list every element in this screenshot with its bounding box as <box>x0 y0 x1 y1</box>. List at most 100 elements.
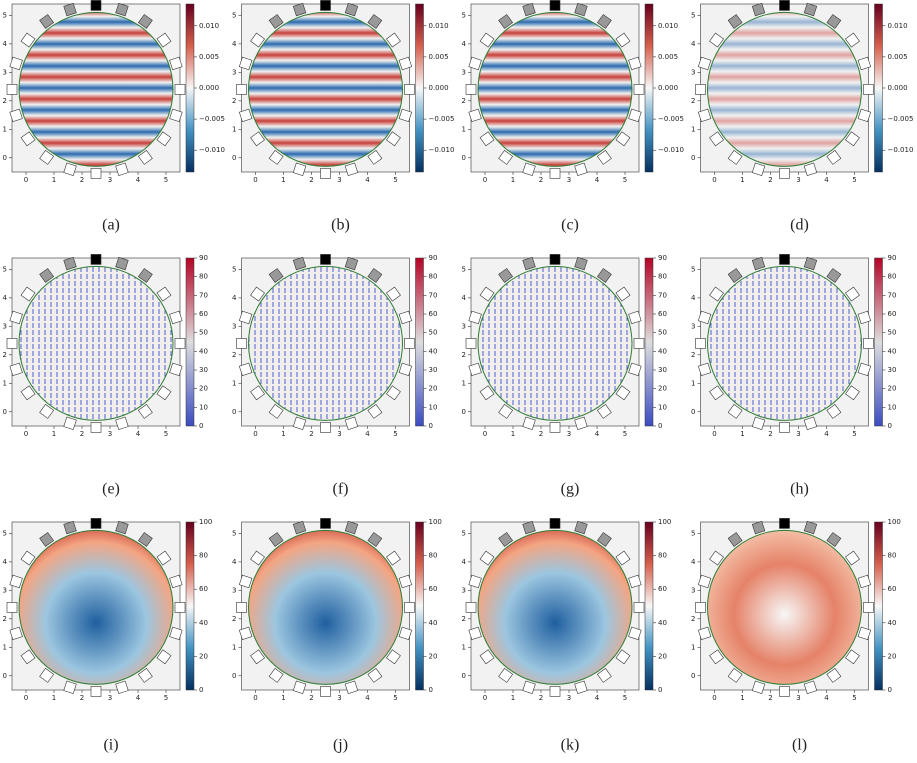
field <box>248 266 403 421</box>
y-tick-label: 1 <box>3 125 7 133</box>
x-tick-label: 0 <box>712 176 716 184</box>
colorbar <box>415 257 424 427</box>
transducer <box>9 626 23 641</box>
colorbar-tick-label: 10 <box>658 403 667 411</box>
x-tick-label: 2 <box>80 430 84 438</box>
transducer <box>751 256 766 271</box>
transducer <box>174 602 186 613</box>
transducer <box>367 149 383 165</box>
colorbar-tick-label: 100 <box>658 518 671 526</box>
transducer <box>633 338 645 349</box>
x-tick-label: 1 <box>52 430 56 438</box>
y-tick-label: 3 <box>3 68 7 76</box>
transducer <box>90 686 102 697</box>
transducer <box>709 385 724 401</box>
colorbar-tick-label: 60 <box>429 585 438 593</box>
transducer <box>628 108 642 123</box>
colorbar-tick-label: 70 <box>888 291 897 299</box>
transducer <box>344 520 359 535</box>
transducer <box>238 626 253 641</box>
caption: (c) <box>561 217 579 234</box>
transducer <box>250 131 265 147</box>
transducer <box>156 649 172 665</box>
y-tick-label: 1 <box>691 125 695 133</box>
colorbar-tick-label: 60 <box>199 585 208 593</box>
caption: (h) <box>790 481 809 498</box>
y-tick-label: 2 <box>462 97 466 105</box>
y-tick-label: 4 <box>232 558 237 566</box>
transducer <box>498 14 514 29</box>
y-tick-label: 1 <box>232 379 236 387</box>
domain-boundary <box>707 529 862 685</box>
transducer <box>39 667 55 683</box>
transducer <box>90 422 102 433</box>
transducer <box>628 626 642 641</box>
transducer <box>479 385 495 401</box>
transducer <box>522 520 536 535</box>
x-tick-label: 5 <box>393 430 397 438</box>
x-tick-label: 5 <box>623 694 627 702</box>
transducer <box>9 310 23 325</box>
panel: 0 1 2 3 4 5 0 1 2 3 4 5 −0.010 −0.005 0.000 0.005 0.010 (… <box>232 0 454 234</box>
x-tick-label: 3 <box>567 176 571 184</box>
transducer <box>268 403 284 419</box>
x-tick-label: 3 <box>337 176 341 184</box>
transducer <box>709 32 724 48</box>
x-tick-label: 2 <box>309 694 313 702</box>
x-tick-label: 5 <box>852 176 856 184</box>
x-tick-label: 0 <box>483 430 487 438</box>
colorbar-tick-label: 0.010 <box>658 22 678 30</box>
y-tick-label: 1 <box>462 379 466 387</box>
transducer <box>386 286 401 302</box>
transducer <box>238 574 253 589</box>
domain-boundary <box>707 265 862 421</box>
transducer <box>845 286 860 302</box>
transducer <box>574 2 588 17</box>
transducer <box>751 680 766 694</box>
transducer <box>320 518 331 529</box>
transducer <box>238 362 253 377</box>
x-tick-label: 2 <box>768 430 772 438</box>
transducer <box>779 0 790 11</box>
transducer <box>596 268 612 283</box>
domain-boundary <box>248 529 403 685</box>
x-tick-label: 2 <box>80 694 84 702</box>
transducer <box>20 385 36 401</box>
transducer <box>250 385 265 401</box>
field <box>707 266 862 421</box>
transducer <box>479 649 495 665</box>
transducer <box>615 286 631 302</box>
transducer <box>826 14 842 29</box>
y-tick-label: 1 <box>462 125 466 133</box>
colorbar-tick-label: 0.005 <box>658 53 678 61</box>
field <box>19 530 173 685</box>
transducer <box>633 602 645 613</box>
colorbar-tick-label: 0.010 <box>199 22 219 30</box>
transducer <box>695 84 706 95</box>
y-tick-label: 4 <box>232 294 237 302</box>
transducer <box>522 162 536 176</box>
transducer <box>250 286 265 302</box>
y-tick-label: 5 <box>232 11 236 19</box>
y-tick-label: 5 <box>691 529 695 537</box>
x-tick-label: 5 <box>852 430 856 438</box>
transducer <box>137 268 153 283</box>
transducer <box>20 32 36 48</box>
transducer <box>479 286 495 302</box>
transducer <box>20 550 36 566</box>
transducer <box>367 14 383 29</box>
colorbar-tick-label: 50 <box>888 329 897 337</box>
x-tick-label: 0 <box>253 430 257 438</box>
transducer <box>320 254 331 265</box>
colorbar-tick-label: 50 <box>658 329 667 337</box>
panel: 0 1 2 3 4 5 0 1 2 3 4 5 0 20 40 60 80 100 (i) <box>3 518 213 754</box>
y-tick-label: 1 <box>232 125 236 133</box>
transducer <box>344 162 359 176</box>
y-tick-label: 5 <box>3 11 7 19</box>
x-tick-label: 2 <box>539 694 543 702</box>
transducer <box>137 403 153 419</box>
transducer <box>367 403 383 419</box>
colorbar-tick-label: 40 <box>429 347 438 355</box>
colorbar-tick-label: 70 <box>199 291 208 299</box>
